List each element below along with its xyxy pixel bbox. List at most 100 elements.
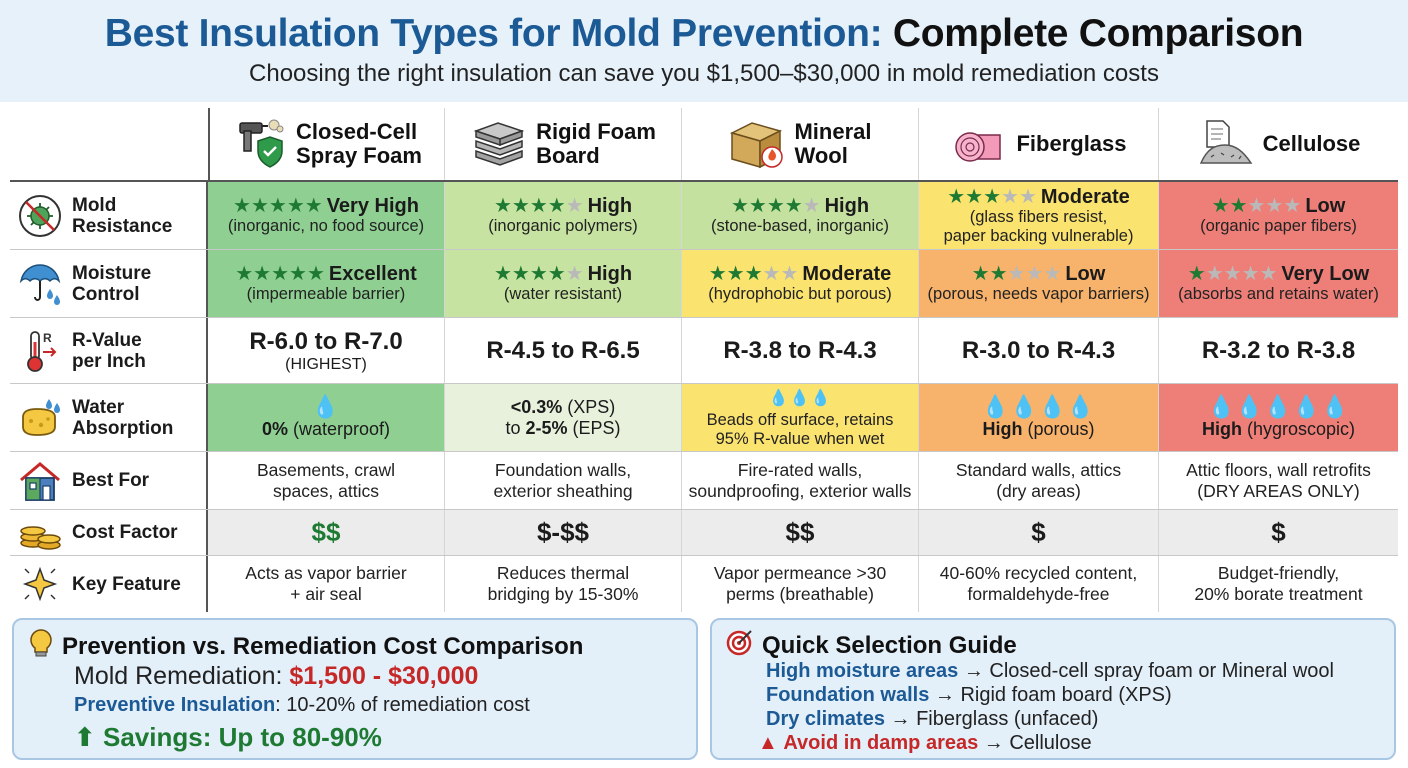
cell-rvalue-cellulose: R-3.2 to R-3.8 <box>1159 318 1398 383</box>
best-for-line1: Foundation walls, <box>494 459 632 480</box>
cell-feature-spray-foam: Acts as vapor barrier + air seal <box>208 556 445 612</box>
row-label-line1: Water <box>72 396 125 418</box>
guide-item: Foundation walls → Rigid foam board (XPS… <box>766 684 1172 707</box>
remediation-cost-line: Mold Remediation: $1,500 - $30,000 <box>74 662 478 691</box>
cell-water-fiberglass: 💧💧💧💧 High (porous) <box>919 384 1159 451</box>
absorption-value: 0% <box>261 419 288 439</box>
lightbulb-icon <box>28 628 54 665</box>
cost-panel-title: Prevention vs. Remediation Cost Comparis… <box>62 632 584 660</box>
cell-cost-cellulose: $ <box>1159 510 1398 555</box>
row-label-line2: Control <box>72 283 140 305</box>
feature-line1: Vapor permeance >30 <box>713 563 887 583</box>
cell-bestfor-rigid-foam: Foundation walls, exterior sheathing <box>445 452 682 509</box>
star-rating: ★★★★★ <box>493 263 584 285</box>
absorption-prefix: to <box>505 417 526 438</box>
guide-item-label: Dry climates <box>766 708 885 730</box>
cell-water-mineral-wool: 💧💧💧 Beads off surface, retains 95% R-val… <box>682 384 919 451</box>
cellulose-paper-pile-icon <box>1197 117 1255 171</box>
column-label-line1: Closed-Cell <box>296 119 418 144</box>
rating-label: High <box>824 195 870 217</box>
absorption-value-2: 2-5% <box>525 417 568 438</box>
cell-feature-cellulose: Budget-friendly, 20% borate treatment <box>1159 556 1398 612</box>
cell-moisture-mineral-wool: ★★★★★ Moderate (hydrophobic but porous) <box>682 250 919 317</box>
guide-item-text: → Rigid foam board (XPS) <box>929 684 1172 706</box>
feature-line1: Acts as vapor barrier <box>245 563 407 583</box>
remediation-value: $1,500 - $30,000 <box>289 662 479 690</box>
row-label-line2: Absorption <box>72 417 174 439</box>
row-r-value: R R-Value per Inch R-6.0 to R-7.0 (HIGHE… <box>10 318 1398 384</box>
cell-water-cellulose: 💧💧💧💧💧 High (hygroscopic) <box>1159 384 1398 451</box>
absorption-value: High <box>982 419 1023 439</box>
star-rating: ★★★★★ <box>1211 195 1302 217</box>
row-header-key-feature: Key Feature <box>10 556 208 612</box>
fiberglass-roll-icon <box>950 117 1008 171</box>
cell-mold-rigid-foam: ★★★★★ High (inorganic polymers) <box>445 182 682 249</box>
umbrella-drops-icon <box>16 260 64 308</box>
column-header-spray-foam: Closed-Cell Spray Foam <box>208 108 445 180</box>
absorption-note: (waterproof) <box>287 419 391 439</box>
row-label-line1: R-Value <box>72 329 142 351</box>
rating-label: Excellent <box>328 263 417 285</box>
best-for-line2: exterior sheathing <box>493 480 633 501</box>
cell-rvalue-mineral-wool: R-3.8 to R-4.3 <box>682 318 919 383</box>
cell-rvalue-rigid-foam: R-4.5 to R-6.5 <box>445 318 682 383</box>
rating-label: High <box>587 263 633 285</box>
cost-value: $$ <box>785 517 815 547</box>
cell-note: (porous, needs vapor barriers) <box>927 285 1150 303</box>
cost-comparison-panel: Prevention vs. Remediation Cost Comparis… <box>12 618 698 760</box>
star-rating: ★★★★★ <box>708 263 799 285</box>
sponge-drops-icon <box>16 394 64 442</box>
star-rating: ★★★★★ <box>947 185 1037 208</box>
cell-moisture-cellulose: ★★★★★ Very Low (absorbs and retains water… <box>1159 250 1398 317</box>
row-key-feature: Key Feature Acts as vapor barrier + air … <box>10 556 1398 612</box>
rating-label: Moderate <box>802 263 892 285</box>
cell-note: (absorbs and retains water) <box>1178 285 1379 303</box>
title-part-2: Complete Comparison <box>892 12 1304 55</box>
row-label-line1: Cost Factor <box>72 522 178 543</box>
title-part-1: Best Insulation Types for Mold Preventio… <box>104 12 883 55</box>
cell-feature-mineral-wool: Vapor permeance >30 perms (breathable) <box>682 556 919 612</box>
row-cost-factor: Cost Factor $$ $-$$ $$ $ $ <box>10 510 1398 556</box>
row-header-best-for: Best For <box>10 452 208 509</box>
row-label-line2: Resistance <box>72 215 173 237</box>
row-header-mold-resistance: Mold Resistance <box>10 182 208 249</box>
svg-text:R: R <box>43 331 52 345</box>
house-icon <box>16 457 64 505</box>
cell-rvalue-spray-foam: R-6.0 to R-7.0 (HIGHEST) <box>208 318 445 383</box>
cost-value: $-$$ <box>536 517 590 547</box>
feature-line1: 40-60% recycled content, <box>939 563 1138 583</box>
feature-line2: perms (breathable) <box>726 584 874 604</box>
sparkle-star-icon <box>16 560 64 608</box>
row-label-line1: Best For <box>72 470 150 491</box>
star-rating: ★★★★★ <box>1187 263 1278 285</box>
rating-label: Very High <box>326 195 419 217</box>
cell-bestfor-mineral-wool: Fire-rated walls, soundproofing, exterio… <box>682 452 919 509</box>
guide-item: Dry climates → Fiberglass (unfaced) <box>766 708 1098 731</box>
cell-note: (hydrophobic but porous) <box>708 285 892 303</box>
rating-label: Low <box>1305 195 1346 217</box>
r-value: R-3.8 to R-4.3 <box>723 336 877 364</box>
cell-cost-fiberglass: $ <box>919 510 1159 555</box>
cell-note: (organic paper fibers) <box>1200 217 1357 235</box>
row-header-moisture-control: Moisture Control <box>10 250 208 317</box>
absorption-note-2: 95% R-value when wet <box>715 429 885 448</box>
cell-feature-fiberglass: 40-60% recycled content, formaldehyde-fr… <box>919 556 1159 612</box>
cell-mold-mineral-wool: ★★★★★ High (stone-based, inorganic) <box>682 182 919 249</box>
cell-water-spray-foam: 💧 0% (waterproof) <box>208 384 445 451</box>
rating-label: Low <box>1065 263 1106 285</box>
rating-label: High <box>587 195 633 217</box>
target-icon <box>726 628 754 663</box>
column-label-line1: Fiberglass <box>1016 131 1127 156</box>
star-rating: ★★★★★ <box>493 195 584 217</box>
cost-value: $$ <box>311 517 341 547</box>
quick-selection-guide-panel: Quick Selection Guide High moisture area… <box>710 618 1396 760</box>
best-for-line2: (DRY AREAS ONLY) <box>1197 480 1360 501</box>
rating-label: Moderate <box>1040 185 1130 208</box>
best-for-line1: Attic floors, wall retrofits <box>1186 459 1371 480</box>
preventive-label: Preventive Insulation <box>74 694 276 716</box>
cell-note-2: paper backing vulnerable) <box>943 226 1134 245</box>
remediation-label: Mold Remediation: <box>74 662 290 690</box>
cell-cost-spray-foam: $$ <box>208 510 445 555</box>
best-for-line1: Fire-rated walls, <box>737 459 863 480</box>
star-rating: ★★★★★ <box>971 263 1062 285</box>
